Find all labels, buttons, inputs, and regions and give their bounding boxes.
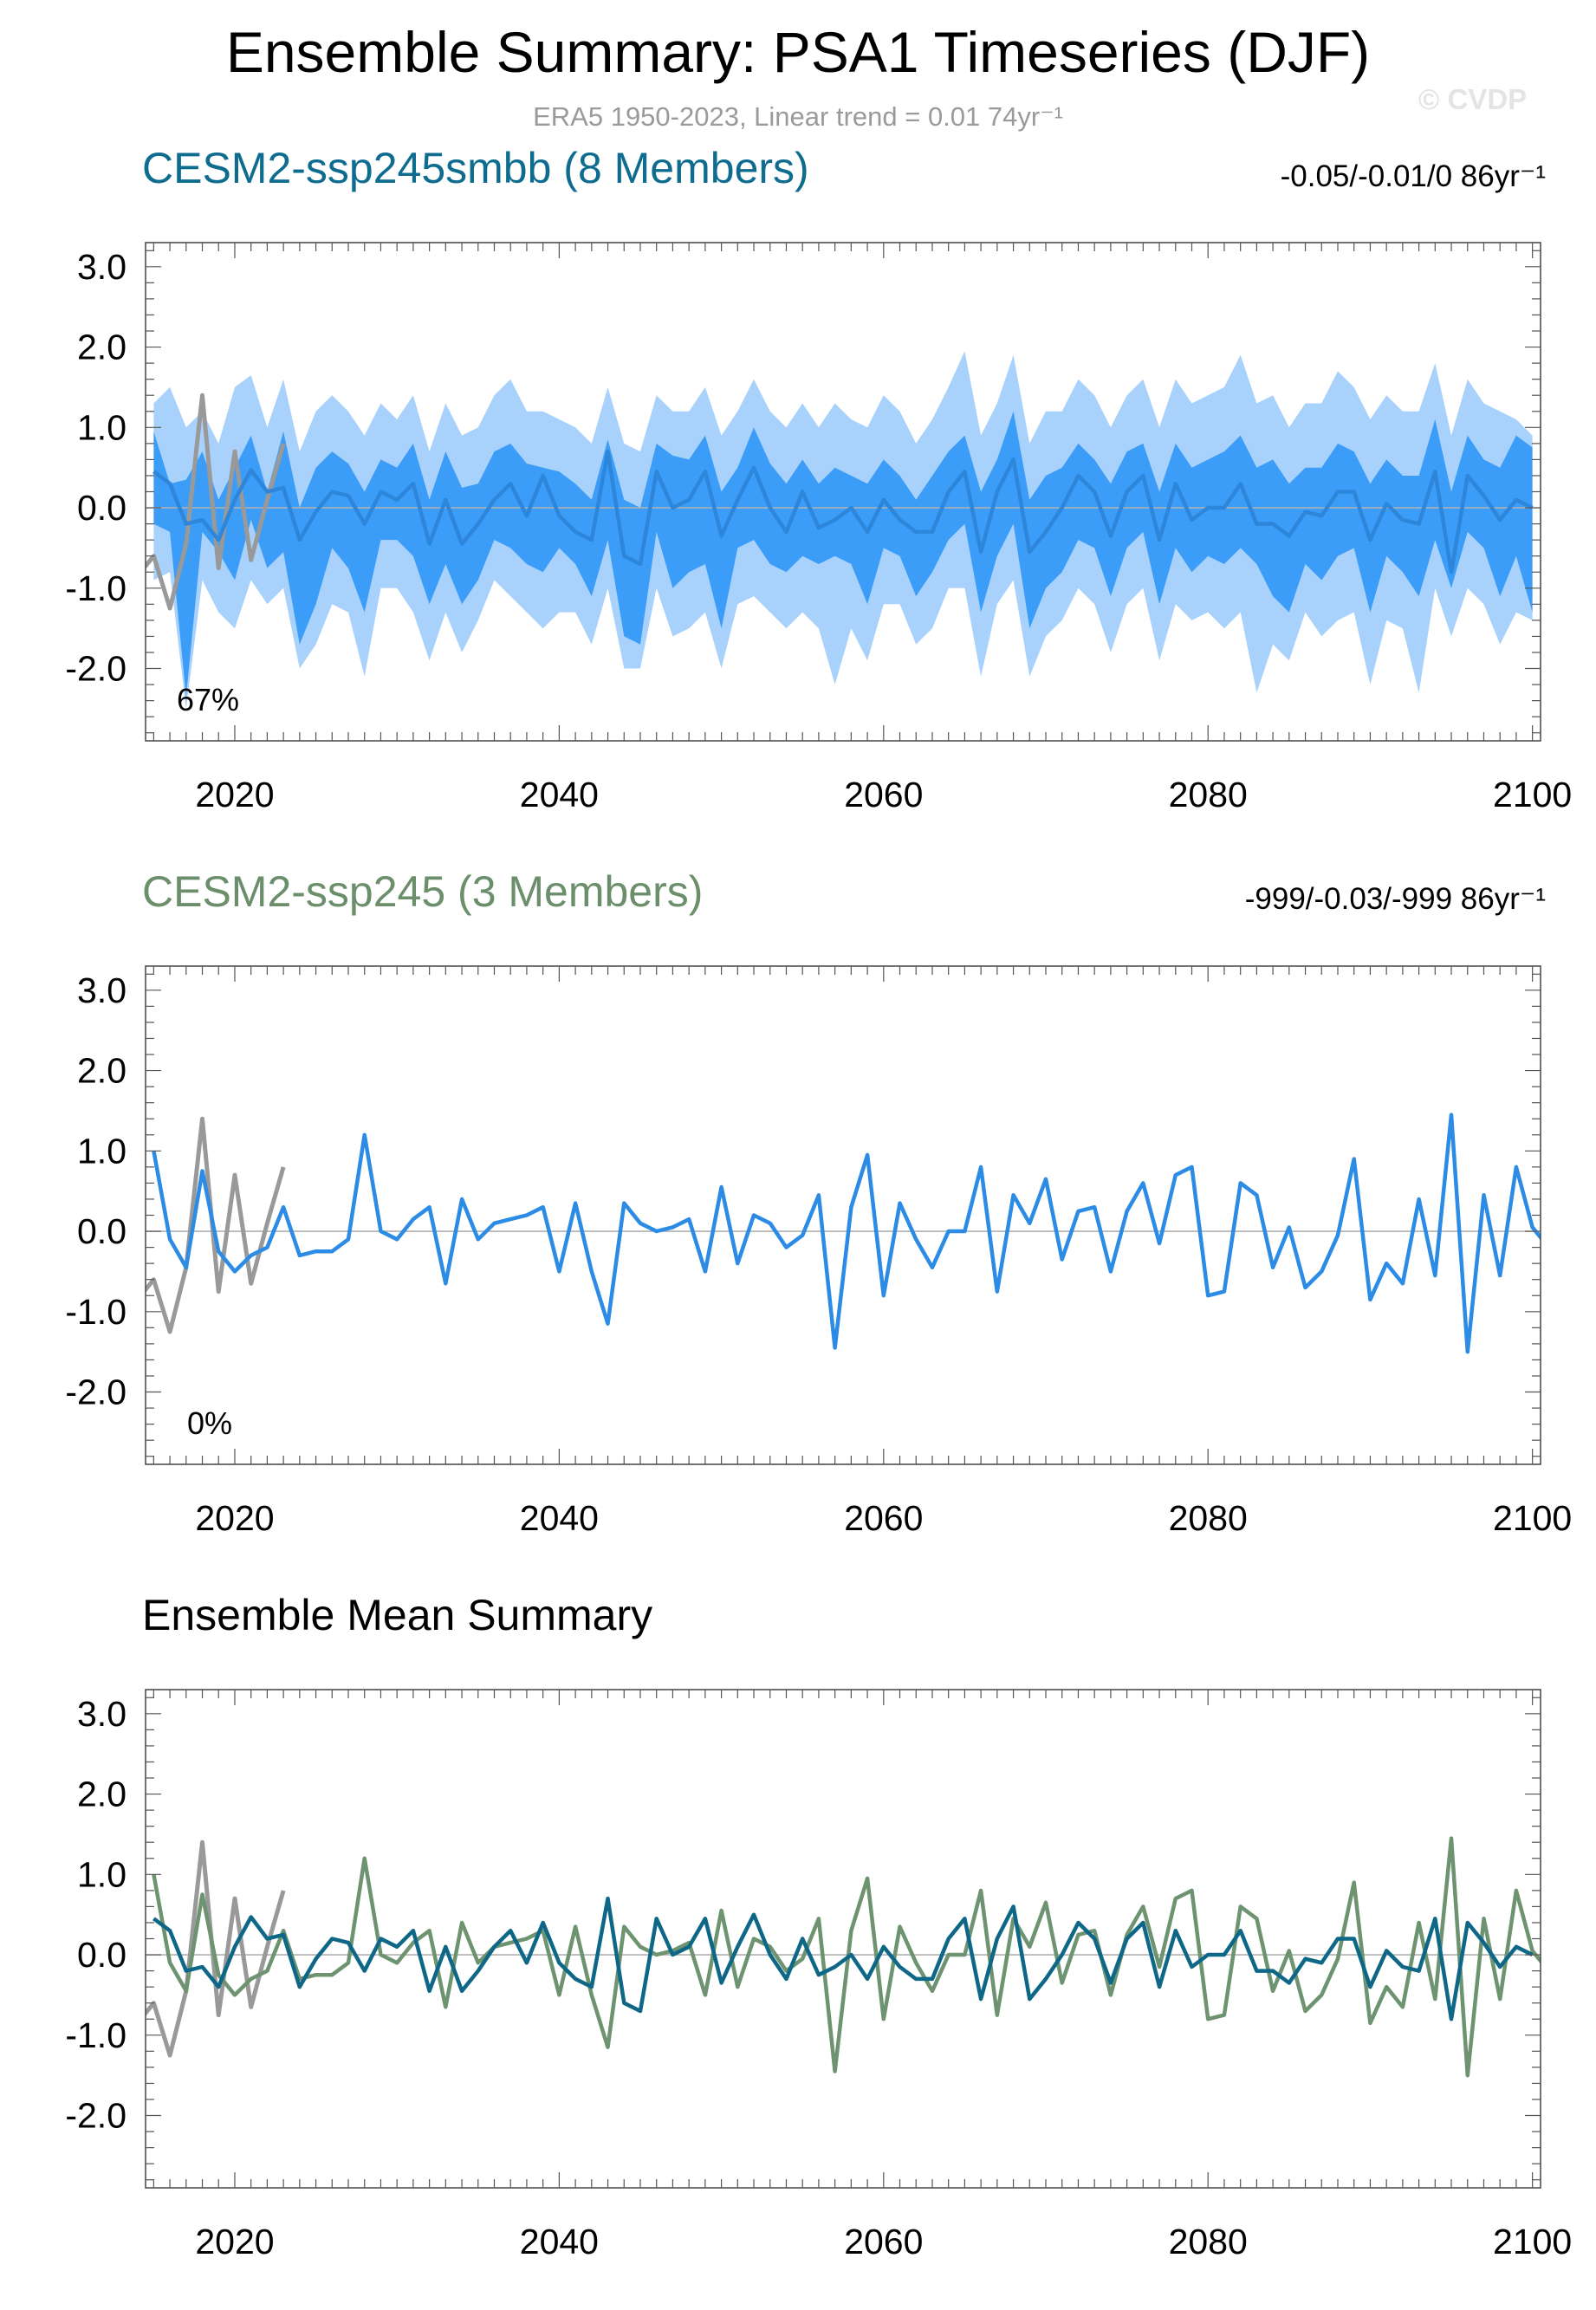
y-tick-label: 2.0 (77, 328, 127, 367)
chart-subtitle: ERA5 1950-2023, Linear trend = 0.01 74yr… (533, 101, 1063, 132)
x-tick-label: 2080 (1169, 1498, 1248, 1538)
panel-2-percent: 0% (187, 1405, 233, 1441)
watermark: © CVDP (1418, 83, 1528, 115)
panel-2-frame (145, 965, 1541, 1465)
y-tick-label: -2.0 (65, 2096, 127, 2136)
smbb-mean-line (152, 449, 1534, 574)
chart-title: Ensemble Summary: PSA1 Timeseries (DJF) (225, 20, 1371, 84)
y-tick-label: -1.0 (65, 1292, 127, 1332)
panel-1-percent: 67% (177, 682, 240, 717)
y-tick-label: 0.0 (77, 1211, 127, 1251)
panel-3-title: Ensemble Mean Summary (142, 1591, 653, 1639)
x-tick-label: 2040 (520, 1498, 599, 1538)
x-tick-label: 2040 (520, 2222, 599, 2261)
y-tick-label: 1.0 (77, 1131, 127, 1171)
x-tick-label: 2100 (1493, 2222, 1572, 2261)
y-tick-label: 0.0 (77, 1935, 127, 1975)
y-tick-label: -2.0 (65, 649, 127, 689)
panel-2-plot-area (146, 1113, 1541, 1354)
panel-2-title: CESM2-ssp245 (3 Members) (142, 867, 704, 916)
panel-1-trend: -0.05/-0.01/0 86yr⁻¹ (1280, 159, 1546, 193)
panel-2-plot: 3.0 2.0 1.0 0.0 -1.0 -2.0 2020 2040 2060 2080 2100 (65, 965, 1572, 1538)
panel-1-plot: 3.0 2.0 1.0 0.0 -1.0 -2.0 2020 2040 2060 2080 2100 (65, 242, 1572, 814)
x-tick-label: 2060 (844, 2222, 923, 2261)
spread-inner-band (153, 411, 1533, 697)
x-tick-label: 2080 (1169, 2222, 1248, 2261)
y-tick-label: 2.0 (77, 1051, 127, 1091)
x-tick-label: 2080 (1169, 775, 1248, 814)
panel-3-frame (145, 1689, 1541, 2189)
y-tick-label: 3.0 (77, 970, 127, 1010)
x-tick-label: 2100 (1493, 1498, 1572, 1538)
x-tick-label: 2100 (1493, 775, 1572, 814)
y-tick-label: 3.0 (77, 247, 127, 287)
x-tick-label: 2020 (195, 1498, 274, 1538)
y-tick-label: -2.0 (65, 1372, 127, 1412)
panel-3-plot: 3.0 2.0 1.0 0.0 -1.0 -2.0 2020 2040 2060 2080 2100 (65, 1689, 1572, 2261)
y-tick-label: -1.0 (65, 568, 127, 608)
x-tick-label: 2020 (195, 2222, 274, 2261)
x-tick-label: 2060 (844, 775, 923, 814)
y-tick-label: 1.0 (77, 407, 127, 447)
panel-1-plot-area (146, 351, 1541, 709)
panel-3-plot-area (146, 1836, 1541, 2078)
smbb-ensemble-mean-line (152, 1896, 1534, 2021)
x-tick-label: 2040 (520, 775, 599, 814)
ssp245-mean-line (152, 1113, 1541, 1354)
y-tick-label: 0.0 (77, 488, 127, 528)
y-tick-label: 1.0 (77, 1854, 127, 1894)
panel-2-trend: -999/-0.03/-999 86yr⁻¹ (1244, 882, 1546, 916)
y-tick-label: 3.0 (77, 1694, 127, 1734)
obs-series-line (146, 393, 286, 611)
panel-1-title: CESM2-ssp245smbb (8 Members) (142, 144, 809, 192)
y-tick-label: 2.0 (77, 1775, 127, 1814)
ssp245-ensemble-mean-line (152, 1836, 1541, 2078)
x-tick-label: 2020 (195, 775, 274, 814)
x-tick-label: 2060 (844, 1498, 923, 1538)
y-tick-label: -1.0 (65, 2015, 127, 2055)
